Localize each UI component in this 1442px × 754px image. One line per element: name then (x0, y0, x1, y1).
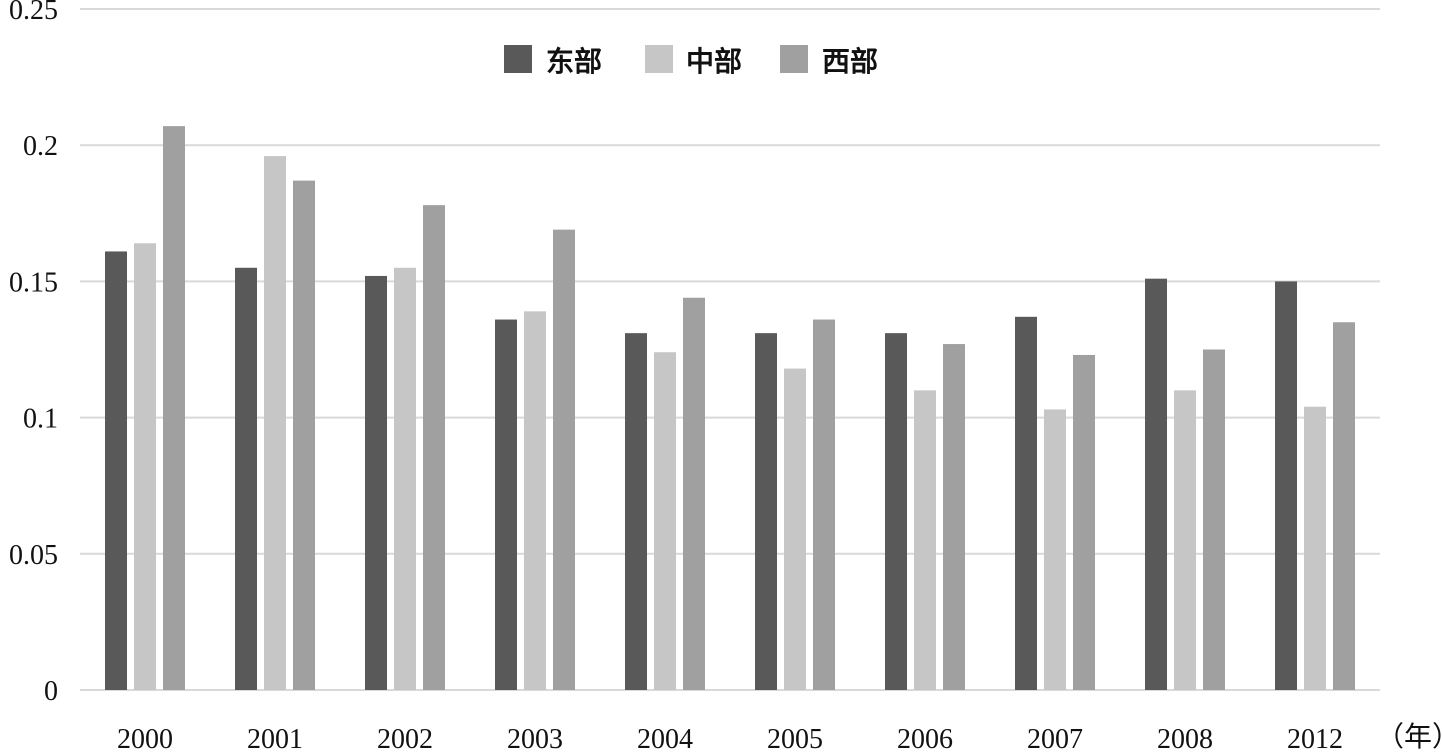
legend-label: 西部 (822, 45, 878, 78)
bar-西部-2005 (813, 319, 835, 690)
x-tick-label: 2001 (247, 724, 303, 754)
x-tick-label: 2006 (897, 724, 953, 754)
x-tick-label: 2008 (1157, 724, 1213, 754)
bar-东部-2004 (625, 333, 647, 690)
bar-中部-2008 (1174, 390, 1196, 690)
x-axis-unit-label: （年） (1376, 720, 1442, 753)
bar-中部-2003 (524, 311, 546, 690)
x-tick-label: 2005 (767, 724, 823, 754)
bar-西部-2008 (1203, 349, 1225, 690)
bar-东部-2007 (1015, 316, 1037, 690)
bar-东部-2012 (1275, 281, 1297, 690)
x-tick-label: 2002 (377, 724, 433, 754)
bar-东部-2008 (1145, 278, 1167, 690)
y-tick-label: 0.25 (9, 0, 58, 26)
legend-swatch (780, 45, 808, 73)
bar-西部-2012 (1333, 322, 1355, 690)
bar-东部-2003 (495, 319, 517, 690)
bar-中部-2006 (914, 390, 936, 690)
x-tick-label: 2003 (507, 724, 563, 754)
y-tick-label: 0.1 (23, 404, 58, 435)
bar-东部-2006 (885, 333, 907, 690)
y-tick-label: 0.15 (9, 267, 58, 298)
y-tick-label: 0.2 (23, 131, 58, 162)
x-tick-label: 2007 (1027, 724, 1083, 754)
bar-中部-2002 (394, 267, 416, 690)
legend: 东部 中部 西部 (504, 45, 878, 78)
bar-西部-2006 (943, 344, 965, 690)
bar-西部-2000 (163, 126, 185, 690)
bar-西部-2004 (683, 297, 705, 690)
x-axis-tick-labels: 2000 2001 2002 2003 2004 2005 2006 2007 2008 2012 (117, 724, 1343, 754)
bar-东部-2000 (105, 251, 127, 690)
y-axis-tick-labels: 0 0.05 0.1 0.15 0.2 0.25 (9, 0, 58, 707)
bar-中部-2012 (1304, 406, 1326, 690)
bar-东部-2001 (235, 267, 257, 690)
legend-label: 东部 (546, 45, 602, 78)
bar-西部-2007 (1073, 354, 1095, 690)
bar-东部-2002 (365, 275, 387, 690)
x-tick-label: 2000 (117, 724, 173, 754)
bar-中部-2001 (264, 156, 286, 690)
bar-西部-2002 (423, 205, 445, 691)
bar-中部-2000 (134, 243, 156, 691)
x-tick-label: 2004 (637, 724, 693, 754)
x-tick-label: 2012 (1287, 724, 1343, 754)
bar-东部-2005 (755, 333, 777, 690)
y-tick-label: 0 (44, 676, 58, 707)
legend-swatch (504, 45, 532, 73)
bar-西部-2001 (293, 180, 315, 690)
bar-西部-2003 (553, 229, 575, 691)
bar-中部-2005 (784, 368, 806, 690)
bars (105, 126, 1355, 691)
legend-label: 中部 (686, 45, 742, 78)
bar-中部-2004 (654, 352, 676, 690)
y-tick-label: 0.05 (9, 540, 58, 571)
bar-中部-2007 (1044, 409, 1066, 690)
legend-swatch (645, 45, 673, 73)
